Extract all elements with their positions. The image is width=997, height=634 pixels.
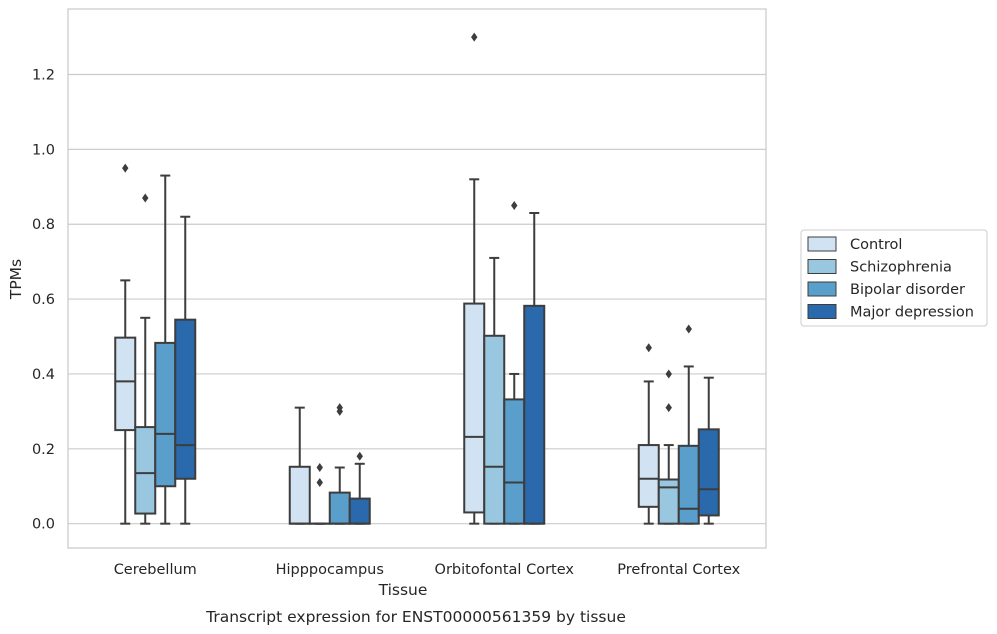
outlier-point xyxy=(685,324,692,334)
legend-swatch xyxy=(807,304,837,319)
outlier-point xyxy=(645,343,652,353)
box-0-0 xyxy=(114,163,137,525)
box-body xyxy=(523,304,546,525)
legend-label: Bipolar disorder xyxy=(850,282,965,298)
x-tick-labels: Cerebellum Hipppocampus Orbitofontal Corte… xyxy=(114,562,741,578)
box-body xyxy=(503,398,526,525)
box-2-1 xyxy=(483,256,506,525)
legend-label: Schizophrenia xyxy=(850,260,952,276)
legend-label: Major depression xyxy=(850,305,974,321)
y-tick-label: 0.8 xyxy=(32,217,55,233)
outlier-point xyxy=(316,477,323,487)
x-tick-label: Cerebellum xyxy=(114,562,197,578)
box-0-2 xyxy=(154,174,177,525)
box-2-0 xyxy=(463,32,486,525)
box-body xyxy=(174,318,197,480)
box-3-0 xyxy=(637,343,660,525)
legend: Control Schizophrenia Bipolar disorder Majo… xyxy=(800,229,988,327)
box-body xyxy=(657,478,680,525)
box-body xyxy=(483,334,506,525)
y-tick-label: 0.6 xyxy=(32,292,55,308)
y-tick-label: 0.0 xyxy=(32,517,55,533)
outlier-point xyxy=(316,463,323,473)
outlier-point xyxy=(471,32,478,42)
box-body xyxy=(463,302,486,514)
box-1-0 xyxy=(288,406,311,525)
y-tick-label: 1.0 xyxy=(32,142,55,158)
outlier-point xyxy=(665,369,672,379)
box-0-3 xyxy=(174,215,197,525)
box-body xyxy=(114,336,137,432)
y-tick-label: 0.4 xyxy=(32,367,55,383)
figure-caption: Transcript expression for ENST0000056135… xyxy=(205,608,626,626)
box-body xyxy=(348,497,371,525)
outlier-point xyxy=(511,201,518,211)
box-body xyxy=(637,444,660,508)
y-tick-label: 1.2 xyxy=(32,68,55,84)
x-tick-label: Hipppocampus xyxy=(276,562,384,578)
legend-frame xyxy=(800,229,988,327)
x-tick-label: Prefrontal Cortex xyxy=(617,562,740,578)
legend-swatch xyxy=(807,259,837,274)
box-body xyxy=(697,428,720,517)
box-body xyxy=(677,444,700,525)
outlier-point xyxy=(122,163,129,173)
y-axis-label: TPMs xyxy=(7,259,25,300)
outlier-point xyxy=(142,193,149,203)
outlier-point xyxy=(665,403,672,413)
box-body xyxy=(154,341,177,488)
box-1-1 xyxy=(308,463,331,525)
box-1-3 xyxy=(348,451,371,525)
plot-frame xyxy=(67,8,767,549)
box-body xyxy=(288,465,311,525)
outlier-point xyxy=(356,451,363,461)
y-tick-labels: 0.0 0.2 0.4 0.6 0.8 1.0 1.2 xyxy=(32,68,55,533)
outlier-point xyxy=(336,403,343,413)
y-tick-label: 0.2 xyxy=(32,442,55,458)
box-groups xyxy=(114,32,720,525)
legend-label: Control xyxy=(850,237,902,253)
box-body xyxy=(328,491,351,525)
legend-items: Control Schizophrenia Bipolar disorder Majo… xyxy=(807,236,974,321)
box-3-3 xyxy=(697,376,720,525)
legend-swatch xyxy=(807,236,837,252)
box-body xyxy=(134,426,157,515)
box-2-3 xyxy=(523,211,546,525)
x-axis-label: Tissue xyxy=(378,581,428,599)
x-tick-label: Orbitofontal Cortex xyxy=(435,562,575,578)
legend-swatch xyxy=(807,281,837,297)
